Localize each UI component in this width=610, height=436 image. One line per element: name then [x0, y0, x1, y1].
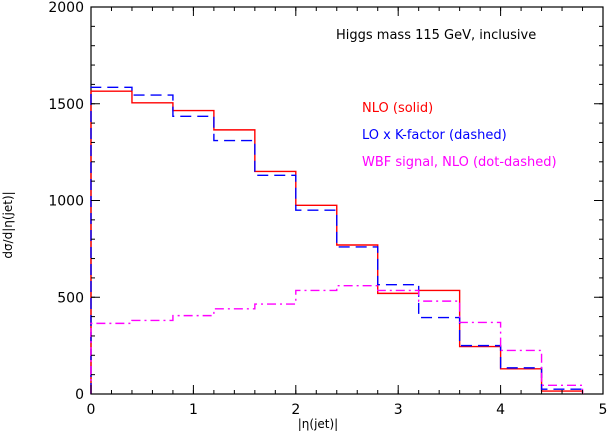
x-tick-label: 2 [291, 402, 300, 418]
y-axis-label: dσ/d|η(jet)| [1, 191, 15, 258]
legend: NLO (solid) LO x K-factor (dashed) WBF sig… [362, 101, 557, 170]
y-tick-label: 1500 [48, 97, 84, 113]
y-tick-label: 500 [57, 290, 84, 306]
x-tick-label: 1 [189, 402, 198, 418]
x-axis-label: |η(jet)| [298, 417, 338, 431]
series-line-dot-dashed [90, 284, 584, 394]
series-layer [90, 86, 584, 394]
plot-area [90, 6, 604, 395]
legend-entry: LO x K-factor (dashed) [362, 128, 507, 143]
x-tick-label: 0 [87, 402, 96, 418]
legend-entry: WBF signal, NLO (dot-dashed) [362, 155, 557, 170]
y-tick-label: 0 [75, 387, 84, 403]
series-line-dashed [90, 86, 584, 394]
ticks-layer: 0 1 2 3 4 5 0 500 1000 1500 2000 [48, 0, 607, 418]
plot-frame [90, 6, 604, 395]
y-tick-label: 1000 [48, 194, 84, 210]
x-tick-label: 3 [394, 402, 403, 418]
x-tick-label: 4 [496, 402, 505, 418]
x-tick-label: 5 [599, 402, 608, 418]
legend-entry: NLO (solid) [362, 101, 433, 116]
y-tick-label: 2000 [48, 0, 84, 16]
chart-annotation: Higgs mass 115 GeV, inclusive [336, 28, 536, 43]
